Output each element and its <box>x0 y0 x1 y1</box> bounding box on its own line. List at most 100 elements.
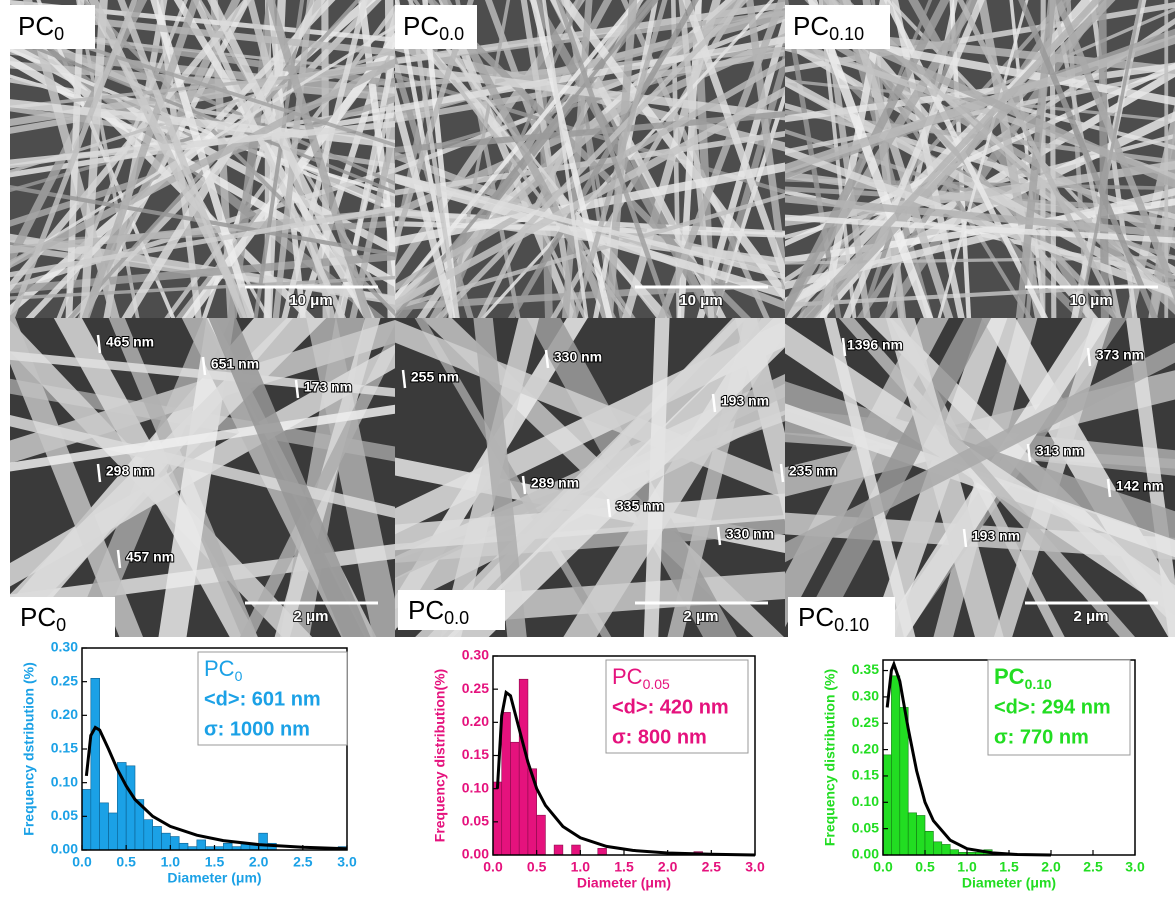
x-tick-label: 1.5 <box>614 859 634 875</box>
legend-text: σ: 770 nm <box>994 726 1089 748</box>
y-tick-label: 0.30 <box>462 647 489 663</box>
measurement-label: 193 nm <box>972 528 1020 544</box>
measurement-label: 142 nm <box>1116 478 1164 494</box>
legend-text: <d>: 420 nm <box>612 696 729 718</box>
measurement-label: 373 nm <box>1096 347 1144 363</box>
scale-bar-label: 10 μm <box>679 292 722 309</box>
legend-text: <d>: 294 nm <box>994 696 1111 718</box>
measurement-label: 289 nm <box>531 475 579 491</box>
histogram-bar <box>519 679 528 855</box>
histogram-bar <box>942 844 950 855</box>
y-tick-label: 0.20 <box>51 706 78 722</box>
legend-title-sub: 0.05 <box>643 676 670 692</box>
x-tick-label: 2.0 <box>658 859 678 875</box>
panel-label-sub: 0.10 <box>829 24 864 44</box>
histogram-bar <box>126 766 135 850</box>
y-axis-label: Frequency distribution(%) <box>432 669 448 842</box>
y-tick-label: 0.05 <box>852 819 879 835</box>
histogram-bar <box>510 742 519 855</box>
x-tick-label: 1.0 <box>957 859 977 875</box>
chart-title-base: PC <box>20 602 56 632</box>
x-tick-label: 3.0 <box>745 859 765 875</box>
measurement-label: 457 nm <box>126 549 174 565</box>
panel-label-base: PC <box>793 11 829 41</box>
measurement-label: 173 nm <box>304 379 352 395</box>
x-tick-label: 0.5 <box>915 859 935 875</box>
chart-title-sub: 0.10 <box>834 615 869 635</box>
chart-title-base: PC <box>798 602 834 632</box>
x-tick-label: 2.0 <box>1041 859 1061 875</box>
histogram-bar <box>162 833 171 850</box>
measurement-label: 330 nm <box>554 349 602 365</box>
chart-title-base: PC <box>408 595 444 625</box>
histogram-bar <box>908 813 916 855</box>
legend-title-base: PC <box>612 664 643 689</box>
legend-title-sub: 0 <box>235 668 243 684</box>
y-tick-label: 0.10 <box>852 793 879 809</box>
chart-title-sub: 0 <box>56 615 66 635</box>
histogram-bar <box>197 840 206 850</box>
x-tick-label: 3.0 <box>1125 859 1145 875</box>
measurement-label: 1396 nm <box>847 337 903 353</box>
measurement-label: 313 nm <box>1036 443 1084 459</box>
panel-label-base: PC <box>18 11 54 41</box>
y-tick-label: 0.20 <box>852 740 879 756</box>
measurement-label: 298 nm <box>106 463 154 479</box>
figure: PC010 μm2 μmPC0.010 μm2 μmPC0.1010 μm2 μ… <box>0 0 1175 899</box>
x-tick-label: 2.0 <box>249 854 269 870</box>
x-tick-label: 2.5 <box>1083 859 1103 875</box>
measurement-label: 330 nm <box>726 526 774 542</box>
y-tick-label: 0.25 <box>852 714 879 730</box>
histogram-bar <box>144 820 153 850</box>
x-tick-label: 2.5 <box>702 859 722 875</box>
histogram-bar <box>598 848 607 855</box>
histogram-bar <box>572 845 581 855</box>
measurement-label: 651 nm <box>211 356 259 372</box>
histogram-bar <box>891 676 899 855</box>
fiber <box>0 0 9 338</box>
x-tick-label: 3.0 <box>337 854 357 870</box>
y-tick-label: 0.15 <box>51 740 78 756</box>
x-tick-label: 0.5 <box>116 854 136 870</box>
legend-title-base: PC <box>204 656 235 681</box>
histogram-bar <box>259 833 268 850</box>
x-axis-label: Diameter (μm) <box>577 875 671 891</box>
histogram-bar <box>883 755 891 855</box>
legend-text: σ: 1000 nm <box>204 718 310 740</box>
histogram-bar <box>493 782 502 855</box>
x-axis-label: Diameter (μm) <box>167 870 261 886</box>
histogram-bar <box>91 678 100 850</box>
x-tick-label: 1.0 <box>161 854 181 870</box>
histogram-bar <box>109 813 118 850</box>
y-tick-label: 0.20 <box>462 713 489 729</box>
panel-label-sub: 0 <box>54 24 64 44</box>
histogram-bar <box>502 712 511 855</box>
measurement-label: 193 nm <box>721 393 769 409</box>
y-tick-label: 0.10 <box>462 779 489 795</box>
histogram-bar <box>170 837 179 850</box>
legend-text: <d>: 601 nm <box>204 688 321 710</box>
chart-title-sub: 0.0 <box>444 608 469 628</box>
x-tick-label: 2.5 <box>293 854 313 870</box>
legend-text: σ: 800 nm <box>612 726 707 748</box>
legend-title-sub: 0.10 <box>1025 676 1052 692</box>
histogram-bar <box>153 826 162 850</box>
histogram-bar <box>933 842 941 855</box>
scale-bar-label: 2 μm <box>683 608 718 625</box>
histogram-bar <box>100 803 109 850</box>
histogram-bar <box>537 815 546 855</box>
panel-label-base: PC <box>403 11 439 41</box>
measurement-label: 235 nm <box>789 463 837 479</box>
measurement-label: 255 nm <box>411 369 459 385</box>
y-tick-label: 0.15 <box>852 767 879 783</box>
measurement-label: 465 nm <box>106 334 154 350</box>
x-tick-label: 1.0 <box>571 859 591 875</box>
histogram-bar <box>82 789 91 850</box>
y-tick-label: 0.15 <box>462 746 489 762</box>
legend-title-base: PC <box>994 664 1025 689</box>
x-tick-label: 0.5 <box>527 859 547 875</box>
scale-bar-label: 10 μm <box>1069 292 1112 309</box>
histogram-bar <box>223 843 232 850</box>
y-tick-label: 0.25 <box>462 680 489 696</box>
x-axis-label: Diameter (μm) <box>962 875 1056 891</box>
